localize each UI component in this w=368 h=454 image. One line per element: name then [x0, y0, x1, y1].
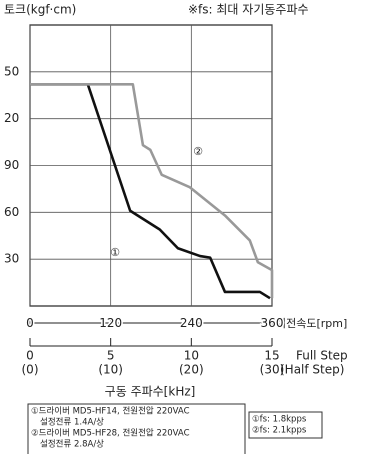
y-axis-label: 토크(kgf·cm) [4, 3, 76, 17]
x-tick-label: 360 [261, 316, 284, 330]
full-step-label: Full Step [296, 349, 348, 363]
notes-box [27, 403, 246, 454]
half-step-label: (Half Step) [280, 363, 344, 377]
y-tick-label: 20 [4, 111, 19, 125]
y-tick-label: 90 [4, 158, 19, 172]
line [30, 83, 271, 300]
y-tick-label: 30 [4, 252, 19, 266]
x-tick-label: 240 [180, 316, 203, 330]
series-label: ① [110, 246, 120, 259]
fs-note: ②fs: 2.1kpps [252, 426, 307, 436]
note: 설정전류 2.8A/상 [40, 439, 104, 450]
x2-tick-label: 15 [264, 349, 279, 363]
line [30, 83, 274, 299]
x2-tick-label: 5 [107, 349, 115, 363]
half-step-tick-label: (10) [98, 363, 123, 377]
half-step-tick-label: (20) [179, 363, 204, 377]
subtitle: ※fs: 최대 자기동주파수 [188, 3, 309, 17]
fs-box [248, 411, 323, 439]
note: 설정전류 1.4A/상 [40, 417, 104, 428]
x2-tick-label: 10 [184, 349, 199, 363]
x-axis-label: 회전속도[rpm] [276, 317, 347, 330]
x2-tick-label: 0 [26, 349, 34, 363]
x-tick-label: 0 [26, 316, 34, 330]
y-tick-label: 50 [4, 64, 19, 78]
half-step-tick-label: (30) [260, 363, 285, 377]
fs-note: ①fs: 1.8kpps [252, 415, 307, 425]
x-tick-label: 120 [99, 316, 122, 330]
series-label: ② [193, 145, 203, 158]
half-step-tick-label: (0) [22, 363, 39, 377]
note: ①드라이버 MD5-HF14, 전원전압 220VAC [31, 406, 190, 417]
x2-axis-label: 구동 주파수[kHz] [105, 385, 196, 399]
y-tick-label: 60 [4, 205, 19, 219]
note: ②드라이버 MD5-HF28, 전원전압 220VAC [31, 428, 190, 439]
